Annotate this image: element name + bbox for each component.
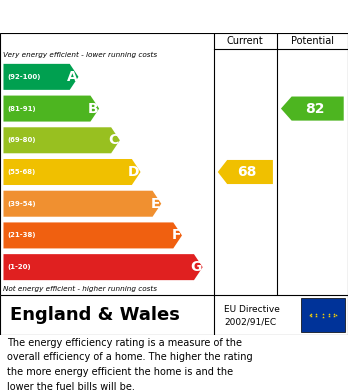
Text: A: A <box>67 70 77 84</box>
Text: The energy efficiency rating is a measure of the
overall efficiency of a home. T: The energy efficiency rating is a measur… <box>7 337 253 391</box>
Polygon shape <box>3 191 161 217</box>
Text: (1-20): (1-20) <box>8 264 31 270</box>
Text: (81-91): (81-91) <box>8 106 36 111</box>
Polygon shape <box>3 254 203 280</box>
Text: (92-100): (92-100) <box>8 74 41 80</box>
Text: Current: Current <box>227 36 264 46</box>
Polygon shape <box>3 222 182 248</box>
Text: B: B <box>87 102 98 116</box>
Text: G: G <box>190 260 201 274</box>
Text: 68: 68 <box>238 165 257 179</box>
Polygon shape <box>3 159 141 185</box>
Text: C: C <box>109 133 119 147</box>
Text: (55-68): (55-68) <box>8 169 36 175</box>
Text: Potential: Potential <box>291 36 334 46</box>
Polygon shape <box>218 160 273 184</box>
Text: (69-80): (69-80) <box>8 137 36 143</box>
Text: (39-54): (39-54) <box>8 201 36 207</box>
Polygon shape <box>3 127 120 153</box>
Text: D: D <box>128 165 140 179</box>
Text: 2002/91/EC: 2002/91/EC <box>224 318 277 327</box>
Text: 82: 82 <box>305 102 324 116</box>
Text: Not energy efficient - higher running costs: Not energy efficient - higher running co… <box>3 286 158 292</box>
Polygon shape <box>3 64 78 90</box>
Text: England & Wales: England & Wales <box>10 306 180 324</box>
Text: F: F <box>172 228 181 242</box>
Text: Very energy efficient - lower running costs: Very energy efficient - lower running co… <box>3 52 158 58</box>
Text: E: E <box>151 197 160 211</box>
Polygon shape <box>3 95 99 122</box>
Bar <box>301 298 345 332</box>
Text: (21-38): (21-38) <box>8 232 36 239</box>
Text: EU Directive: EU Directive <box>224 305 280 314</box>
Text: Energy Efficiency Rating: Energy Efficiency Rating <box>10 7 239 25</box>
Polygon shape <box>281 97 344 120</box>
